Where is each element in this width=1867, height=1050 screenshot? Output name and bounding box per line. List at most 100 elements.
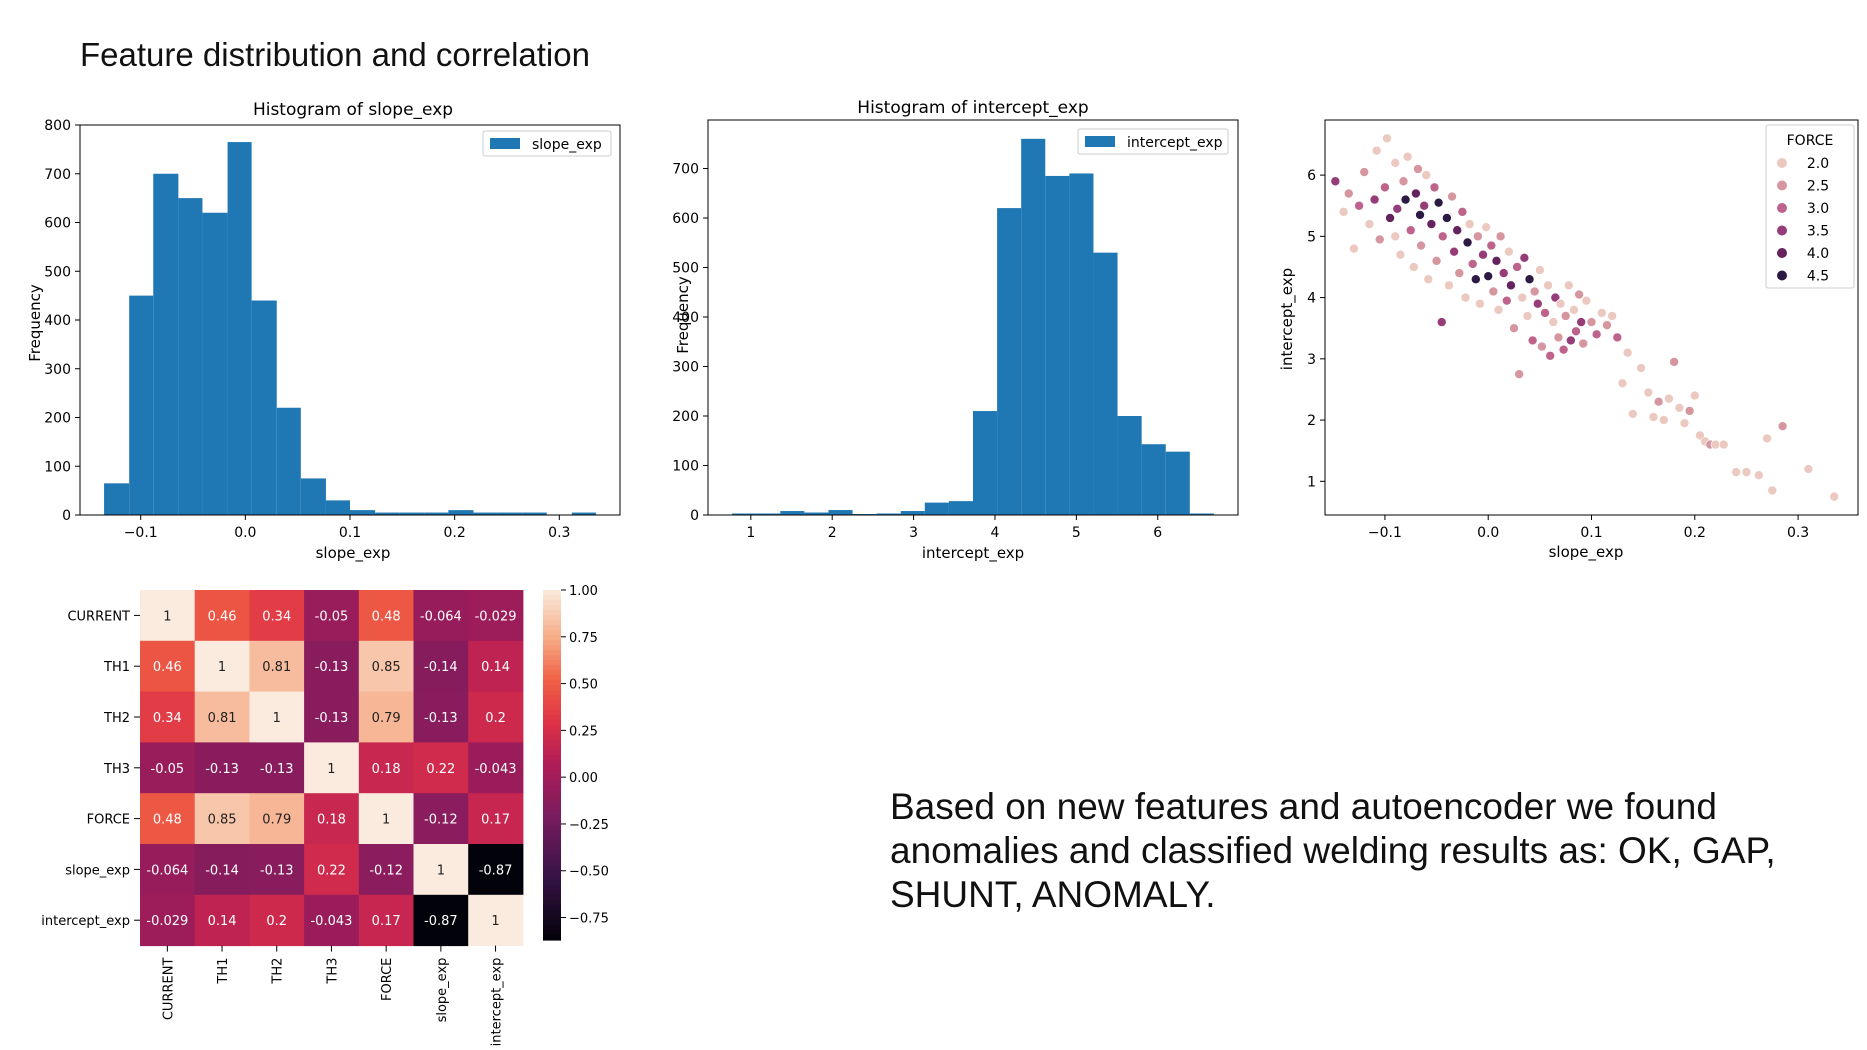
- scatter-point: [1628, 409, 1638, 419]
- heatmap-cell-label: -0.064: [420, 609, 462, 624]
- legend-marker: [1777, 180, 1787, 191]
- colorbar-segment: [543, 925, 561, 931]
- heatmap-cell: [304, 590, 360, 642]
- heatmap-cell: [304, 793, 360, 845]
- histogram-bar: [497, 512, 523, 515]
- scatter-point: [1636, 363, 1646, 373]
- scatter-point: [1548, 317, 1559, 327]
- scatter-point: [1504, 246, 1514, 257]
- heatmap-cell-label: 0.81: [208, 711, 237, 726]
- y-tick-label: 2: [1307, 413, 1316, 429]
- heatmap-cell: [194, 590, 250, 642]
- heatmap-row-label: slope_exp: [65, 863, 130, 878]
- colorbar-segment: [543, 875, 561, 881]
- scatter-point: [1777, 421, 1788, 432]
- colorbar-segment: [543, 630, 561, 636]
- colorbar-segment: [543, 900, 561, 906]
- scatter-point: [1586, 317, 1597, 327]
- scatter-point: [1597, 308, 1607, 318]
- scatter-point: [1555, 298, 1566, 309]
- colorbar-segment: [543, 850, 561, 856]
- colorbar-segment: [543, 595, 561, 601]
- y-axis-label: intercept_exp: [1278, 268, 1297, 370]
- scatter-point: [1431, 256, 1442, 266]
- legend-marker: [1777, 225, 1787, 236]
- heatmap-cell: [413, 640, 469, 693]
- heatmap-cell-label: 1: [491, 914, 499, 929]
- colorbar-segment: [543, 885, 561, 891]
- heatmap-cell: [413, 691, 469, 743]
- x-axis-label: slope_exp: [316, 544, 391, 563]
- legend-label: 2.0: [1807, 156, 1829, 172]
- heatmap-cell-label: -0.13: [315, 711, 349, 726]
- heatmap-cell-label: -0.12: [369, 863, 403, 878]
- chart-legend: intercept_exp: [1077, 128, 1229, 155]
- heatmap-cell-label: 0.18: [317, 813, 346, 828]
- heatmap-cell: [468, 640, 524, 693]
- y-tick-label: 600: [672, 211, 699, 227]
- colorbar-segment: [543, 895, 561, 901]
- scatter-point: [1522, 311, 1533, 321]
- histogram-bar: [350, 510, 376, 515]
- heatmap-cell-label: 0.34: [153, 711, 182, 726]
- heatmap-cell-label: 0.79: [372, 711, 401, 726]
- scatter-point: [1405, 225, 1416, 236]
- colorbar-segment: [543, 735, 561, 741]
- heatmap-cell: [468, 894, 524, 947]
- histogram-bar: [948, 501, 973, 515]
- heatmap-cell: [249, 640, 305, 693]
- heatmap-cell: [358, 742, 414, 794]
- heatmap-cell-label: -0.13: [205, 762, 239, 777]
- scatter-point: [1762, 433, 1772, 444]
- colorbar-segment: [543, 915, 561, 921]
- colorbar-tick-label: −0.50: [569, 865, 609, 880]
- heatmap-cell: [468, 590, 524, 642]
- histogram-bar: [1165, 451, 1190, 515]
- scatter-point: [1478, 249, 1488, 260]
- heatmap-cell: [194, 894, 250, 947]
- scatter-point: [1591, 329, 1602, 340]
- scatter-point: [1563, 280, 1574, 291]
- heatmap-cell: [358, 894, 414, 947]
- histogram-bar: [522, 512, 547, 515]
- colorbar-segment: [543, 600, 561, 606]
- heatmap-cell-label: 0.14: [208, 914, 237, 929]
- scatter-point: [1486, 240, 1497, 251]
- colorbar-segment: [543, 625, 561, 631]
- colorbar-segment: [543, 740, 561, 746]
- y-tick-label: 100: [672, 459, 699, 475]
- scatter-point: [1423, 274, 1434, 285]
- colorbar-segment: [543, 910, 561, 916]
- heatmap-cell-label: 0.18: [372, 762, 401, 777]
- heatmap-cell-label: 0.46: [153, 660, 182, 675]
- heatmap-cell-label: 0.85: [208, 813, 237, 828]
- x-tick-label: 6: [1153, 525, 1162, 541]
- x-tick-label: 0.3: [1787, 525, 1809, 541]
- colorbar-segment: [543, 605, 561, 611]
- legend-marker: [1777, 248, 1787, 258]
- x-tick-label: 0.1: [339, 525, 361, 541]
- y-tick-label: 800: [44, 118, 71, 134]
- heatmap-cell-label: 0.85: [372, 660, 401, 675]
- scatter-point: [1617, 378, 1628, 389]
- scatter-point: [1695, 430, 1705, 441]
- histogram-bar: [399, 512, 425, 515]
- colorbar-segment: [543, 615, 561, 621]
- colorbar-tick-label: 0.00: [569, 771, 598, 786]
- heatmap-cell-label: -0.05: [315, 609, 349, 624]
- heatmap-cell-label: -0.87: [479, 863, 513, 878]
- scatter-point: [1574, 289, 1584, 300]
- results-note: Based on new features and autoencoder we…: [890, 786, 1776, 915]
- colorbar-segment: [543, 745, 561, 751]
- heatmap-cell-label: -0.064: [146, 863, 188, 878]
- heatmap-cell: [249, 742, 305, 794]
- y-tick-label: 700: [672, 162, 699, 178]
- histogram-bar: [876, 513, 901, 515]
- x-tick-label: 1: [746, 525, 755, 541]
- scatter-point: [1364, 219, 1375, 229]
- scatter-point: [1385, 213, 1395, 223]
- scatter-point: [1354, 200, 1364, 211]
- colorbar-tick-label: −0.25: [569, 818, 609, 833]
- histogram-bar: [300, 478, 326, 515]
- y-tick-label: 0: [690, 508, 699, 524]
